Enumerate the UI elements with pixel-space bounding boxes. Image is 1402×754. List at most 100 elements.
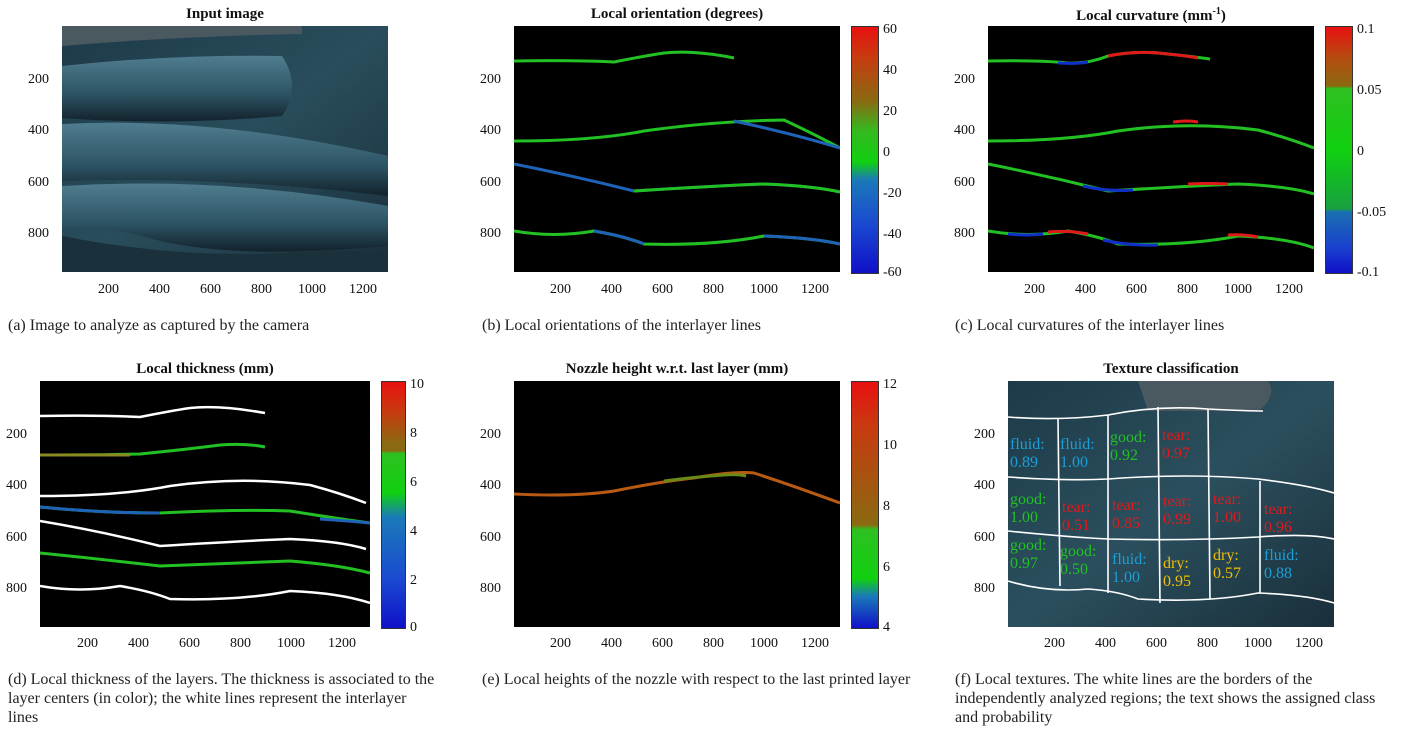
texture-prob: 0.85: [1112, 515, 1140, 532]
cbar-tick: 4: [883, 620, 890, 635]
texture-prob: 0.95: [1163, 573, 1191, 590]
y-tick: 200: [480, 427, 501, 442]
panel-c-title: Local curvature (mm-1): [1076, 6, 1226, 24]
texture-prob: 1.00: [1060, 454, 1088, 471]
texture-class: good:: [1060, 543, 1097, 560]
y-tick: 200: [480, 72, 501, 87]
y-tick: 400: [28, 123, 49, 138]
y-tick: 200: [974, 427, 995, 442]
x-tick: 1000: [1224, 282, 1252, 297]
panel-a-title: Input image: [186, 6, 264, 22]
cbar-tick: 2: [410, 573, 417, 588]
x-tick: 600: [1126, 282, 1147, 297]
texture-prob: 0.92: [1110, 447, 1138, 464]
x-tick: 1200: [1295, 636, 1323, 651]
panel-e-title: Nozzle height w.r.t. last layer (mm): [565, 361, 789, 377]
texture-label-10: good: 0.97: [1010, 537, 1046, 573]
x-tick: 1000: [298, 282, 326, 297]
x-tick: 800: [1197, 636, 1218, 651]
y-tick: 200: [954, 72, 975, 87]
texture-prob: 0.88: [1264, 565, 1292, 582]
panel-b-title: Local orientation (degrees): [590, 6, 764, 22]
texture-prob: 1.00: [1213, 509, 1241, 526]
y-tick: 800: [480, 581, 501, 596]
x-tick: 800: [251, 282, 272, 297]
texture-class: good:: [1010, 537, 1047, 554]
cbar-tick: 6: [883, 560, 890, 575]
texture-class: tear:: [1264, 501, 1293, 518]
y-tick: 600: [480, 175, 501, 190]
thickness-colorbar: [381, 381, 406, 629]
texture-prob: 0.99: [1163, 511, 1191, 528]
nozzle-height-line: [514, 471, 840, 505]
cbar-tick: -40: [883, 227, 902, 242]
x-tick: 1000: [750, 636, 778, 651]
cbar-tick: 10: [410, 377, 424, 392]
y-tick: 800: [480, 226, 501, 241]
texture-class: fluid:: [1060, 436, 1095, 453]
cbar-tick: 8: [883, 499, 890, 514]
x-tick: 200: [550, 636, 571, 651]
x-tick: 800: [703, 282, 724, 297]
x-tick: 200: [1024, 282, 1045, 297]
texture-class: good:: [1010, 491, 1047, 508]
cbar-tick: -20: [883, 186, 902, 201]
cbar-tick: 0: [883, 145, 890, 160]
texture-prob: 0.51: [1062, 517, 1090, 534]
texture-class: tear:: [1062, 499, 1091, 516]
x-tick: 400: [601, 282, 622, 297]
x-tick: 400: [149, 282, 170, 297]
x-tick: 1200: [328, 636, 356, 651]
x-tick: 600: [1146, 636, 1167, 651]
x-tick: 200: [1044, 636, 1065, 651]
texture-label-9: tear: 0.96: [1264, 501, 1292, 537]
cbar-tick: 60: [883, 22, 897, 37]
texture-class: dry:: [1163, 555, 1189, 572]
x-tick: 1000: [277, 636, 305, 651]
y-tick: 800: [28, 226, 49, 241]
texture-prob: 0.96: [1264, 519, 1292, 536]
caption-f: (f) Local textures. The white lines are …: [955, 671, 1376, 726]
texture-label-5: tear: 0.51: [1062, 499, 1090, 535]
cbar-tick: 20: [883, 104, 897, 119]
x-tick: 1200: [801, 636, 829, 651]
texture-label-6: tear: 0.85: [1112, 497, 1140, 533]
cbar-tick: -0.1: [1357, 265, 1380, 280]
cbar-tick: 4: [410, 524, 417, 539]
texture-prob: 0.97: [1162, 445, 1190, 462]
cbar-tick: -0.05: [1357, 205, 1387, 220]
orientation-lines: [514, 50, 840, 246]
texture-plot: fluid: 0.89 fluid: 1.00 good: 0.92 tear: 0.9…: [1008, 381, 1334, 627]
curvature-plot: [988, 26, 1314, 272]
x-tick: 600: [179, 636, 200, 651]
y-tick: 400: [480, 123, 501, 138]
x-tick: 1000: [750, 282, 778, 297]
x-tick: 400: [1095, 636, 1116, 651]
texture-label-0: fluid: 0.89: [1010, 436, 1045, 472]
cbar-tick: 12: [883, 377, 897, 392]
x-tick: 600: [652, 282, 673, 297]
cbar-tick: 0: [410, 620, 417, 635]
texture-label-7: tear: 0.99: [1163, 493, 1191, 529]
nozzle-height-colorbar: [851, 381, 879, 629]
x-tick: 200: [550, 282, 571, 297]
texture-class: fluid:: [1010, 436, 1045, 453]
texture-label-2: good: 0.92: [1110, 429, 1146, 465]
y-tick: 200: [6, 427, 27, 442]
y-tick: 800: [974, 581, 995, 596]
texture-prob: 0.50: [1060, 561, 1088, 578]
cbar-tick: -60: [883, 265, 902, 280]
texture-class: tear:: [1112, 497, 1141, 514]
cbar-tick: 40: [883, 63, 897, 78]
texture-prob: 1.00: [1010, 509, 1038, 526]
x-tick: 1200: [801, 282, 829, 297]
caption-a: (a) Image to analyze as captured by the …: [8, 317, 310, 334]
y-tick: 400: [6, 478, 27, 493]
y-tick: 600: [954, 175, 975, 190]
texture-prob: 0.57: [1213, 565, 1241, 582]
texture-label-1: fluid: 1.00: [1060, 436, 1095, 472]
texture-prob: 0.97: [1010, 555, 1038, 572]
y-tick: 800: [6, 581, 27, 596]
texture-class: tear:: [1163, 493, 1192, 510]
texture-label-3: tear: 0.97: [1162, 427, 1190, 463]
